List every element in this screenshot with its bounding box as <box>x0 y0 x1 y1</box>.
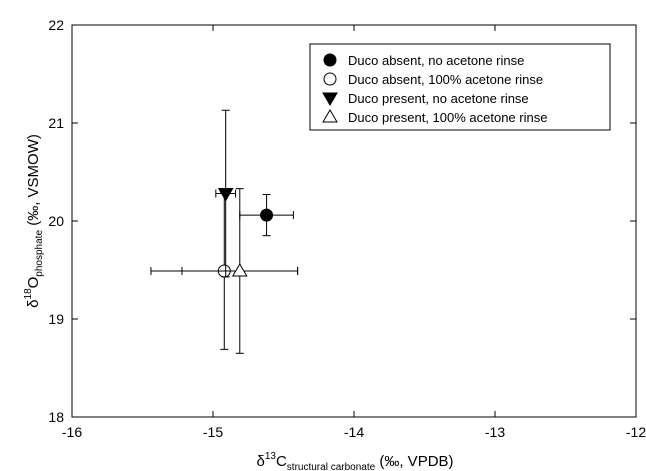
axis-ticks: -16 -15 -14 -13 -12 18 19 20 21 22 <box>48 17 646 440</box>
y-label-sub: phosphate <box>34 230 45 277</box>
y-label-suffix: (‰, VSMOW) <box>25 134 42 230</box>
y-label-prefix: δ <box>25 299 42 307</box>
x-label-sup: 13 <box>265 451 277 462</box>
series-0 <box>239 194 294 237</box>
legend-box <box>309 43 611 131</box>
data-point-0 <box>260 208 274 222</box>
x-axis-label: δ13Cstructural carbonate (‰, VPDB) <box>256 451 453 471</box>
x-tick-label-3: -13 <box>485 424 505 440</box>
data-point-3 <box>231 262 248 277</box>
x-label-sub: structural carbonate <box>287 462 376 471</box>
legend-marker-1 <box>323 72 337 86</box>
x-tick-label-2: -14 <box>344 424 364 440</box>
legend-label-3: Duco present, 100% acetone rinse <box>348 110 547 125</box>
legend-label-1: Duco absent, 100% acetone rinse <box>348 72 543 87</box>
y-label-main: O <box>25 277 42 289</box>
x-tick-label-1: -15 <box>203 424 223 440</box>
legend: Duco absent, no acetone rinse Duco absent… <box>309 43 611 131</box>
legend-marker-0 <box>323 53 337 67</box>
y-label-sup: 18 <box>23 288 34 300</box>
legend-marker-3 <box>322 109 338 123</box>
series-3 <box>181 188 299 354</box>
legend-marker-2 <box>322 92 338 106</box>
x-label-prefix: δ <box>256 453 264 470</box>
y-axis-label: δ18Ophosphate (‰, VSMOW) <box>23 134 45 308</box>
y-tick-label-3: 21 <box>48 115 64 131</box>
x-tick-label-0: -16 <box>62 424 82 440</box>
y-tick-label-4: 22 <box>48 17 64 33</box>
legend-label-0: Duco absent, no acetone rinse <box>348 53 524 68</box>
x-tick-label-4: -12 <box>626 424 646 440</box>
data-point-2 <box>217 188 234 202</box>
y-tick-label-2: 20 <box>48 213 64 229</box>
series-2 <box>215 109 237 278</box>
legend-label-2: Duco present, no acetone rinse <box>348 91 529 106</box>
x-label-main: C <box>276 453 287 470</box>
y-tick-label-1: 19 <box>48 311 64 327</box>
y-tick-label-0: 18 <box>48 409 64 425</box>
x-label-suffix: (‰, VPDB) <box>375 453 453 470</box>
